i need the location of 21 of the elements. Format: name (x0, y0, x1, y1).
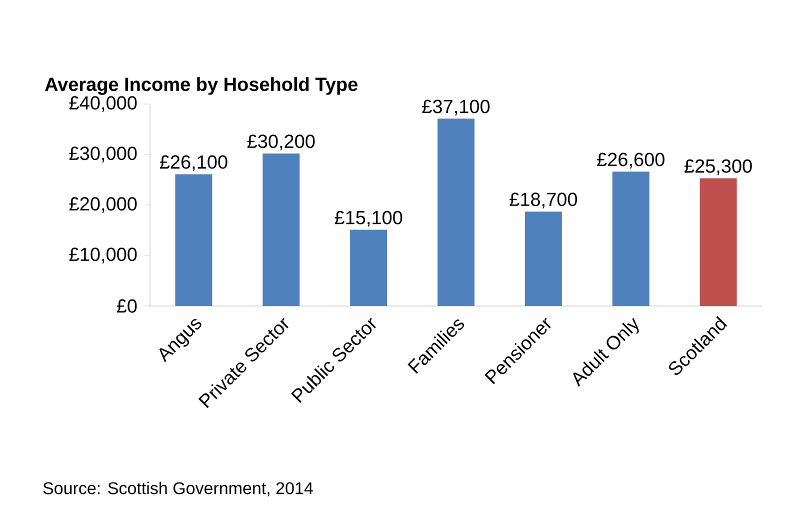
bar (524, 212, 562, 306)
source-note: Source: Scottish Government, 2014 (43, 482, 313, 496)
bar (612, 172, 650, 306)
data-label: £18,700 (510, 192, 578, 208)
chart-title: Average Income by Hosehold Type (45, 77, 358, 95)
data-label: £25,300 (684, 159, 752, 176)
y-tick-label: £20,000 (69, 197, 137, 213)
data-label: £15,100 (334, 210, 402, 227)
bar (438, 118, 475, 306)
y-tick-label: £40,000 (69, 96, 137, 112)
y-tick-label: £10,000 (69, 248, 137, 264)
bar (262, 153, 300, 306)
data-label: £26,100 (160, 155, 228, 172)
y-tick-label: £0 (116, 299, 137, 313)
data-label: £30,200 (247, 134, 315, 150)
y-tick-label: £30,000 (69, 146, 137, 162)
bar (700, 178, 737, 306)
data-label: £26,600 (597, 152, 664, 168)
bar (175, 174, 212, 306)
data-label: £37,100 (422, 100, 490, 116)
bar (350, 230, 388, 306)
